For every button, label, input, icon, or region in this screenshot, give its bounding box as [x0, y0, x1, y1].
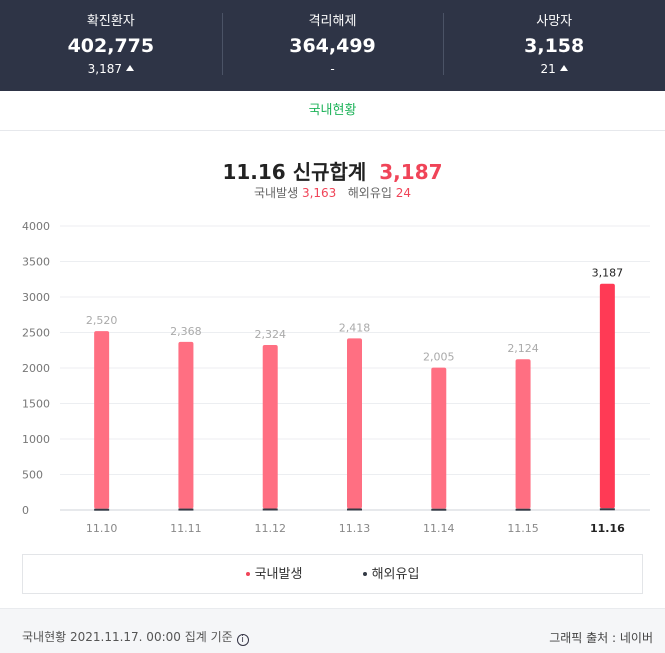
- y-tick-label: 1000: [22, 433, 50, 446]
- legend-item-domestic[interactable]: 국내발생: [245, 555, 302, 595]
- headline-total: 3,187: [379, 160, 443, 184]
- x-tick-label: 11.16: [590, 522, 625, 535]
- stat-deaths: 사망자 3,158 21: [443, 0, 665, 91]
- footer-basis: 국내현황 2021.11.17. 00:00 집계 기준 i: [22, 628, 249, 646]
- stat-confirmed: 확진환자 402,775 3,187: [0, 0, 222, 91]
- x-tick-label: 11.15: [507, 522, 539, 535]
- x-tick-label: 11.13: [339, 522, 371, 535]
- data-label: 2,005: [423, 351, 455, 364]
- y-tick-label: 1500: [22, 398, 50, 411]
- bar-domestic: [262, 344, 278, 509]
- stat-label: 확진환자: [86, 14, 135, 29]
- data-label: 2,324: [254, 328, 286, 341]
- footer: 국내현황 2021.11.17. 00:00 집계 기준 i 그래픽 출처 : 네…: [0, 608, 665, 653]
- bar-overseas: [347, 508, 362, 511]
- bar-overseas: [262, 508, 278, 511]
- stat-delta: 3,187: [0, 60, 222, 78]
- footer-source: 그래픽 출처 : 네이버: [549, 631, 653, 645]
- bar-domestic: [347, 338, 362, 509]
- tab-bar: 국내현황: [0, 91, 665, 131]
- stat-value: 402,775: [67, 35, 155, 57]
- domestic-value: 3,163: [301, 186, 337, 200]
- legend-item-overseas[interactable]: 해외유입: [362, 555, 419, 595]
- data-label: 2,418: [339, 321, 371, 334]
- legend-dot-icon: [245, 572, 250, 576]
- chart-headline: 11.16 신규합계 3,187: [0, 156, 665, 185]
- data-label: 3,187: [592, 267, 624, 280]
- domestic-label: 국내발생: [253, 186, 299, 200]
- bar-domestic: [94, 331, 110, 509]
- stat-released: 격리해제 364,499 -: [221, 0, 444, 91]
- stat-delta: -: [330, 62, 335, 76]
- y-tick-label: 0: [22, 504, 29, 517]
- bar-domestic: [515, 359, 531, 509]
- overseas-value: 24: [395, 186, 412, 200]
- y-tick-label: 2500: [22, 327, 50, 340]
- stat-label: 격리해제: [308, 14, 357, 29]
- bar-overseas: [431, 508, 447, 511]
- tab-domestic[interactable]: 국내현황: [308, 103, 357, 118]
- stat-value: 3,158: [524, 35, 585, 57]
- bar-overseas: [94, 508, 110, 511]
- stat-label: 사망자: [536, 14, 573, 29]
- bar-overseas: [178, 508, 194, 511]
- x-tick-label: 11.11: [170, 522, 202, 535]
- x-tick-label: 11.10: [86, 522, 118, 535]
- chart-subline: 국내발생 3,163 해외유입 24: [0, 184, 665, 201]
- y-tick-label: 2000: [22, 362, 50, 375]
- stat-delta: 21: [443, 60, 665, 78]
- info-icon[interactable]: i: [236, 634, 249, 646]
- daily-cases-chart: 0 500 1000 1500 2000 2500 3000 3500 4000 2,520 11.…: [22, 220, 650, 535]
- data-label: 2,368: [170, 325, 202, 338]
- x-tick-label: 11.14: [423, 522, 455, 535]
- legend-dot-icon: [362, 572, 367, 576]
- headline-date: 11.16: [222, 160, 286, 184]
- data-label: 2,124: [507, 342, 539, 355]
- x-tick-label: 11.12: [254, 522, 286, 535]
- y-tick-label: 3500: [22, 256, 50, 269]
- up-arrow-icon: [559, 65, 568, 71]
- bar-domestic: [178, 341, 194, 509]
- y-tick-label: 4000: [22, 220, 50, 233]
- overseas-label: 해외유입: [347, 186, 392, 200]
- chart-legend: 국내발생 해외유입: [22, 554, 643, 594]
- bar-overseas: [599, 508, 615, 511]
- bar-overseas: [515, 508, 531, 511]
- y-tick-label: 500: [22, 469, 43, 482]
- y-tick-label: 3000: [22, 291, 50, 304]
- bar-domestic: [431, 367, 447, 509]
- stats-header: 확진환자 402,775 3,187 격리해제 364,499 - 사망자 3,…: [0, 0, 665, 91]
- headline-label: 신규합계: [292, 160, 367, 184]
- stat-value: 364,499: [289, 35, 376, 57]
- bar-domestic: [599, 283, 615, 509]
- up-arrow-icon: [126, 65, 135, 71]
- data-label: 2,520: [86, 314, 118, 327]
